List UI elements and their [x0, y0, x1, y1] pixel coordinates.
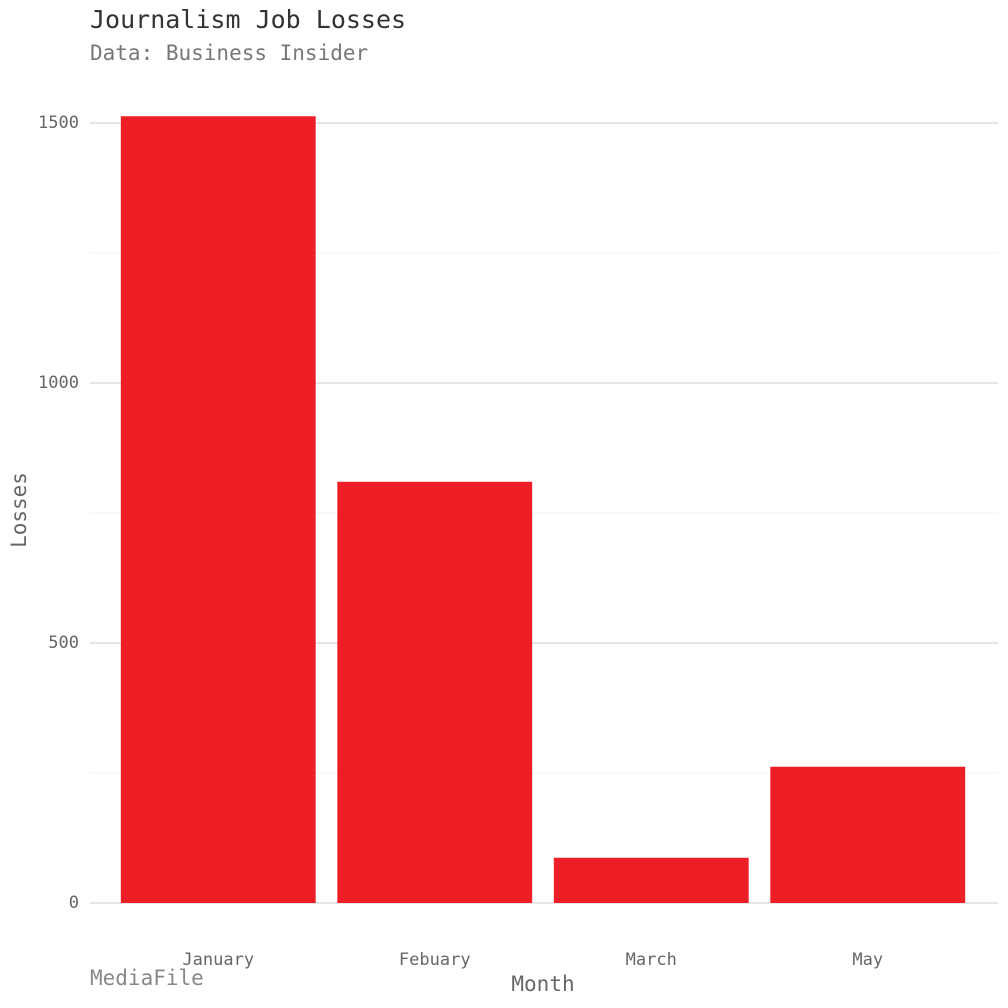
y-tick-label: 0: [69, 893, 79, 913]
x-axis-label: Month: [511, 972, 574, 996]
y-tick-label: 500: [48, 633, 79, 653]
x-tick-label: Febuary: [399, 950, 471, 970]
x-tick-label: March: [626, 950, 677, 970]
bar: [770, 766, 966, 903]
chart-title: Journalism Job Losses: [90, 5, 406, 34]
x-tick-label: May: [852, 950, 883, 970]
bar: [337, 481, 533, 903]
x-tick-label: January: [182, 950, 254, 970]
caption: MediaFile: [90, 966, 204, 990]
chart-subtitle: Data: Business Insider: [90, 41, 368, 65]
y-tick-label: 1000: [38, 373, 79, 393]
bar: [120, 116, 316, 904]
y-tick-label: 1500: [38, 113, 79, 133]
bar: [553, 857, 749, 903]
y-axis-label: Losses: [7, 472, 31, 548]
